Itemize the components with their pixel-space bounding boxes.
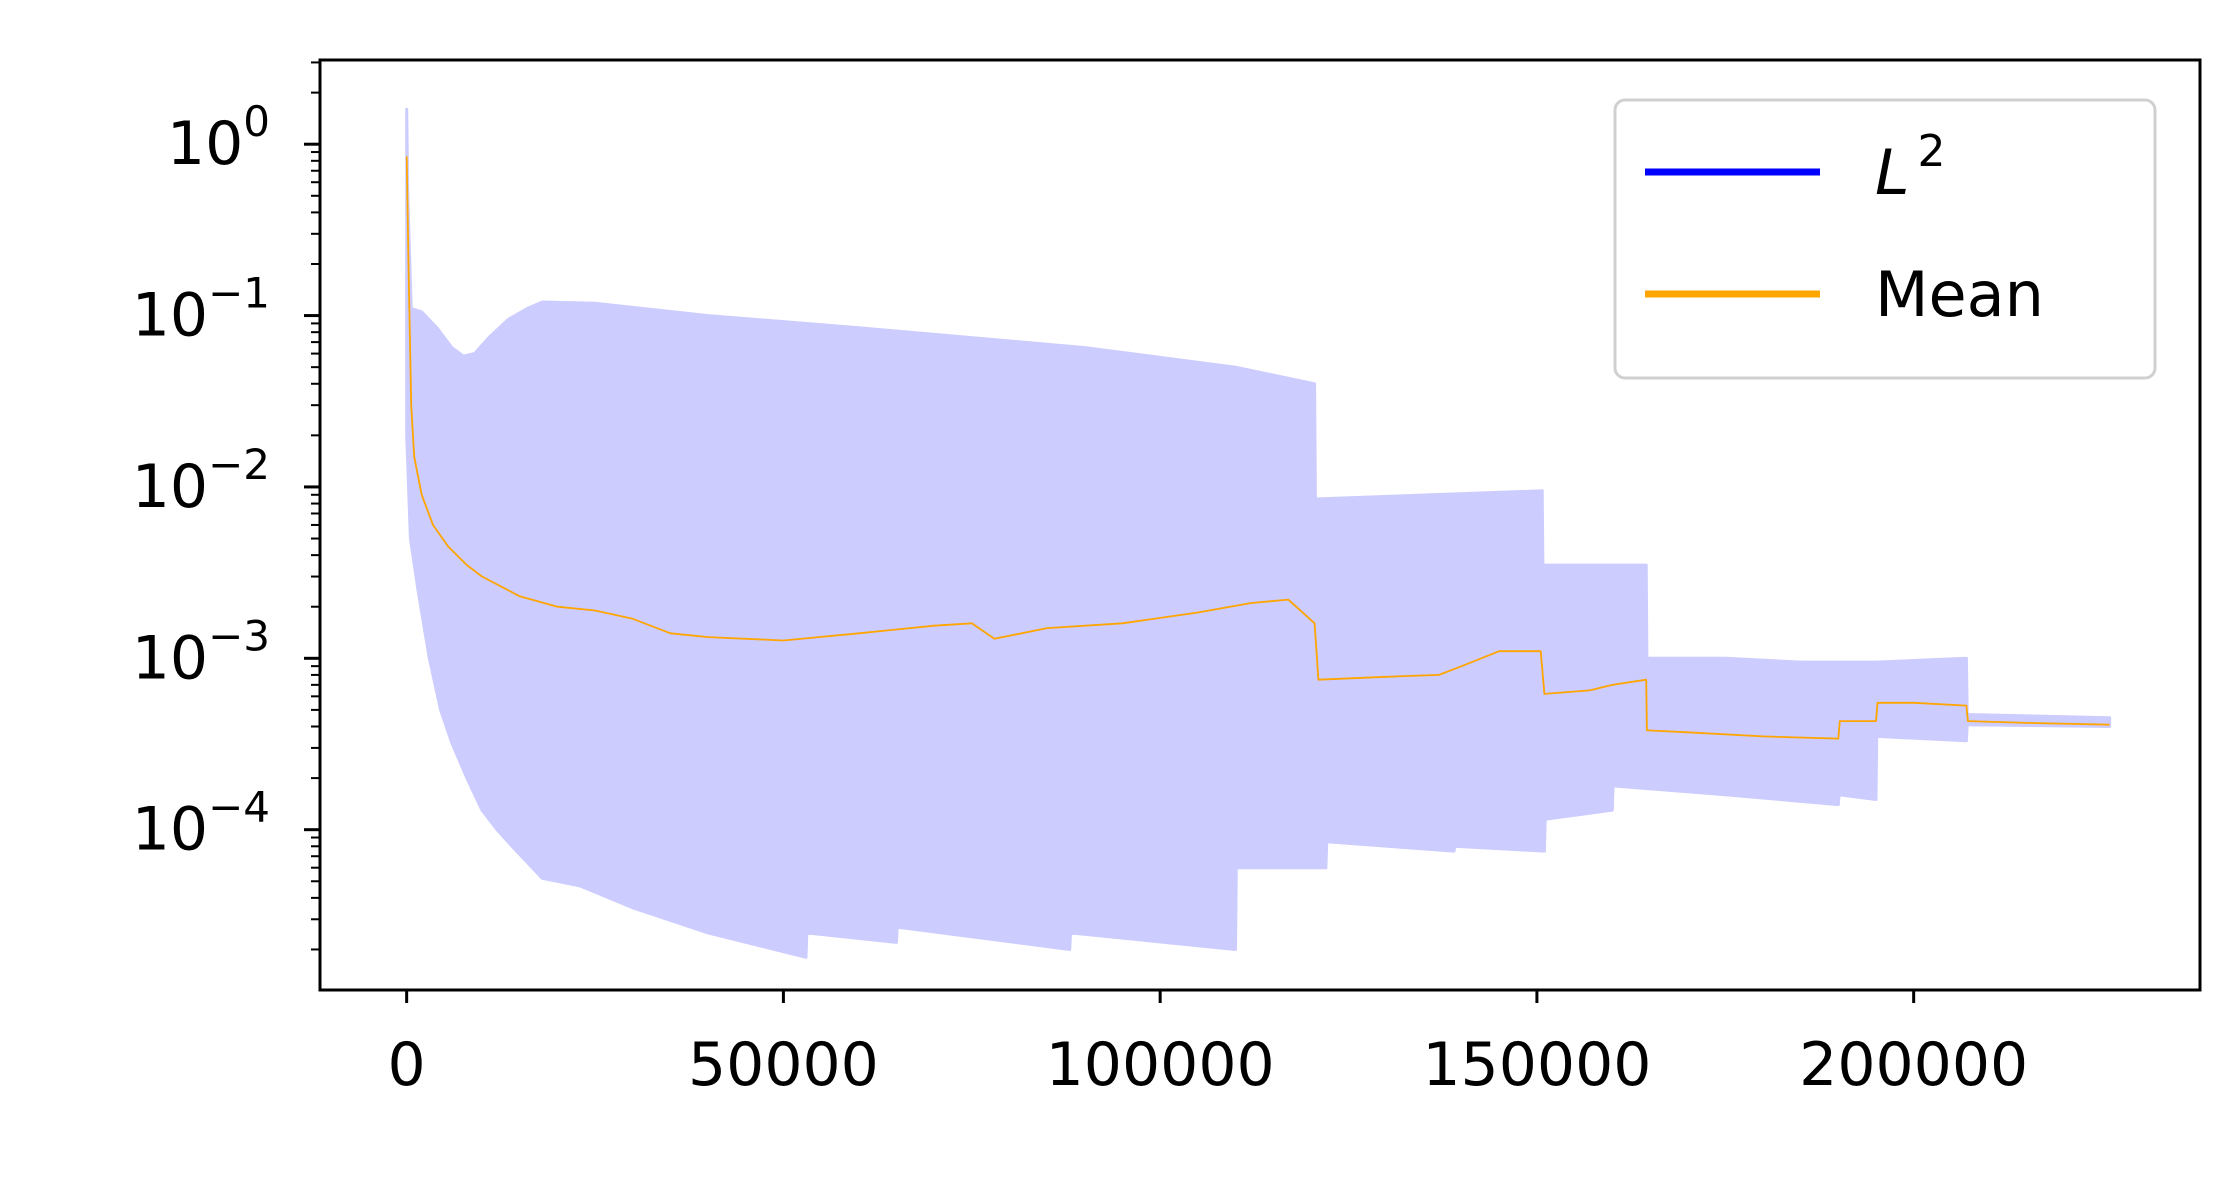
mean-line (405, 156, 2110, 740)
x-tick-label: 200000 (1799, 1030, 2028, 1100)
plot-series (405, 107, 2112, 959)
y-tick-label: 10−4 (132, 783, 270, 865)
x-tick-label: 0 (388, 1030, 426, 1100)
legend-label-mean: Mean (1875, 258, 2044, 331)
x-tick-label: 100000 (1046, 1030, 1275, 1100)
y-tick-label: 10−2 (132, 440, 270, 522)
l2-range-band (405, 107, 2112, 959)
y-tick-label: 100 (167, 97, 270, 179)
legend: L 2 Mean (1613, 98, 2157, 380)
y-tick-label: 10−1 (132, 269, 270, 351)
axes: 0 50000 100000 150000 200000 100 10−1 10−2 10−3 1… (132, 58, 2202, 1100)
y-tick-label: 10−3 (132, 611, 270, 693)
x-tick-label: 150000 (1422, 1030, 1651, 1100)
plot-area (405, 107, 2112, 959)
x-tick-label: 50000 (688, 1030, 879, 1100)
